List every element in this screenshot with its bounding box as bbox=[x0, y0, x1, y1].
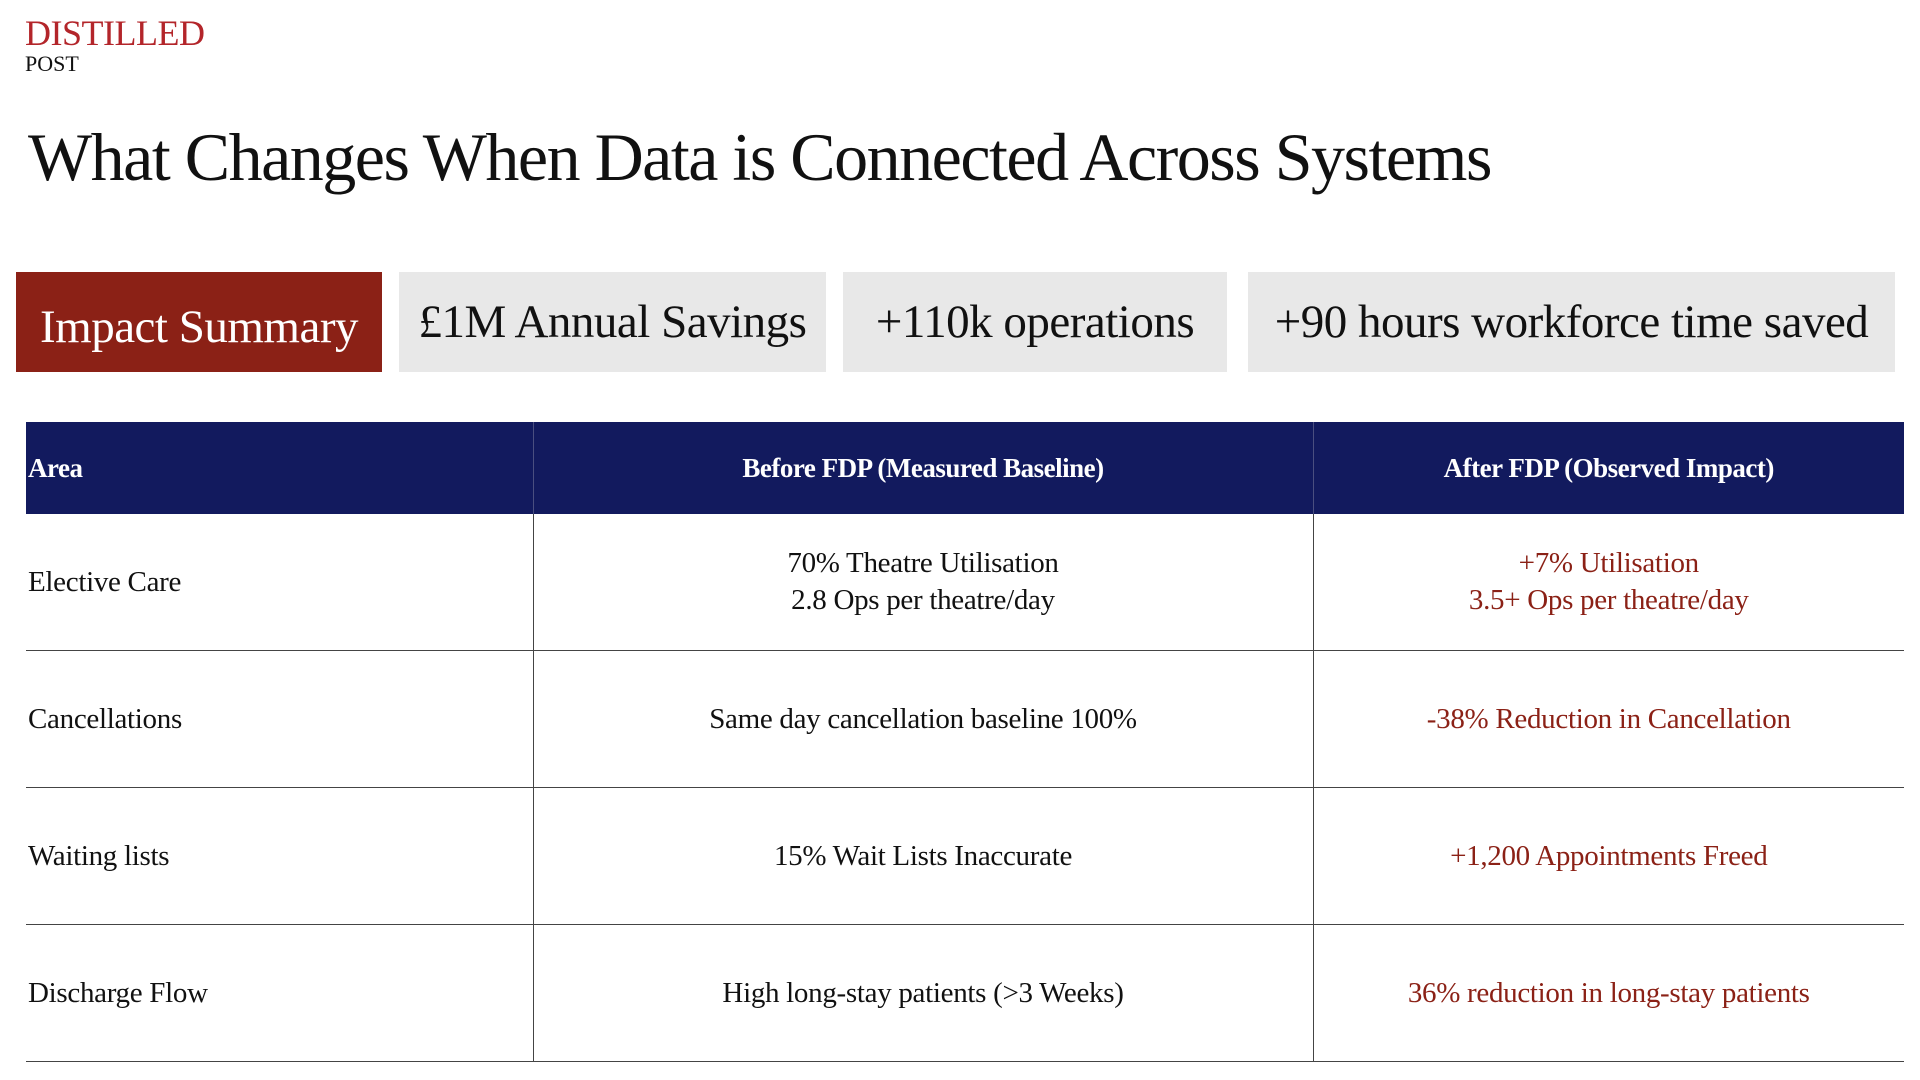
table-row: Waiting lists 15% Wait Lists Inaccurate +1… bbox=[26, 787, 1904, 925]
cell-line: 70% Theatre Utilisation bbox=[787, 547, 1059, 579]
table-cell: Same day cancellation baseline 100% bbox=[532, 650, 1313, 788]
table-cell: 70% Theatre Utilisation 2.8 Ops per theat… bbox=[532, 514, 1313, 651]
brand-name: DISTILLED bbox=[25, 13, 205, 53]
cell-line: 2.8 Ops per theatre/day bbox=[791, 584, 1055, 616]
cell-line: 3.5+ Ops per theatre/day bbox=[1468, 584, 1749, 616]
table-cell: -38% Reduction in Cancellation bbox=[1312, 650, 1904, 788]
summary-item: £1M Annual Savings bbox=[399, 272, 826, 372]
title: What Changes When Data is Connected Acro… bbox=[28, 119, 1492, 195]
column-header: Before FDP (Measured Baseline) bbox=[532, 422, 1313, 514]
table-row: Elective Care 70% Theatre Utilisation 2.8 … bbox=[26, 514, 1904, 651]
brand-sub: POST bbox=[25, 51, 79, 76]
header-row: Area Before FDP (Measured Baseline) After … bbox=[26, 422, 1904, 514]
column-header: After FDP (Observed Impact) bbox=[1312, 422, 1904, 514]
table-row: Cancellations Same day cancellation basel… bbox=[26, 650, 1904, 788]
cell-line: -38% Reduction in Cancellation bbox=[1426, 702, 1791, 735]
cell-line: Cancellations bbox=[28, 702, 182, 735]
table-row: Discharge Flow High long-stay patients (>… bbox=[26, 924, 1904, 1062]
cell-line: Elective Care bbox=[28, 565, 182, 598]
table-cell: Cancellations bbox=[26, 650, 533, 788]
cell-line: +1,200 Appointments Freed bbox=[1450, 839, 1768, 872]
summary-item: +110k operations bbox=[843, 272, 1227, 372]
cell-line: +7% Utilisation bbox=[1518, 547, 1700, 579]
cell-line: Discharge Flow bbox=[28, 976, 208, 1009]
cell-line: Waiting lists bbox=[28, 839, 170, 872]
summary-item: +90 hours workforce time saved bbox=[1248, 272, 1895, 372]
table-cell: High long-stay patients (>3 Weeks) bbox=[532, 924, 1313, 1062]
table-cell: +1,200 Appointments Freed bbox=[1312, 787, 1904, 925]
cell-line: 36% reduction in long-stay patients bbox=[1407, 976, 1810, 1009]
table-cell: +7% Utilisation 3.5+ Ops per theatre/day bbox=[1312, 514, 1904, 651]
table-body: Elective Care 70% Theatre Utilisation 2.8 … bbox=[26, 514, 1904, 1062]
column-header: Area bbox=[26, 422, 533, 514]
table-cell: 36% reduction in long-stay patients bbox=[1312, 924, 1904, 1062]
summary-label: Impact Summary bbox=[16, 272, 382, 372]
table-cell: Waiting lists bbox=[26, 787, 533, 925]
table-cell: Elective Care bbox=[26, 514, 533, 651]
cell-line: 15% Wait Lists Inaccurate bbox=[773, 839, 1073, 872]
table-cell: Discharge Flow bbox=[26, 924, 533, 1062]
table-cell: 15% Wait Lists Inaccurate bbox=[532, 787, 1313, 925]
cell-line: Same day cancellation baseline 100% bbox=[709, 702, 1137, 735]
impact-table: Area Before FDP (Measured Baseline) After … bbox=[26, 422, 1904, 1062]
cell-line: High long-stay patients (>3 Weeks) bbox=[722, 976, 1124, 1009]
